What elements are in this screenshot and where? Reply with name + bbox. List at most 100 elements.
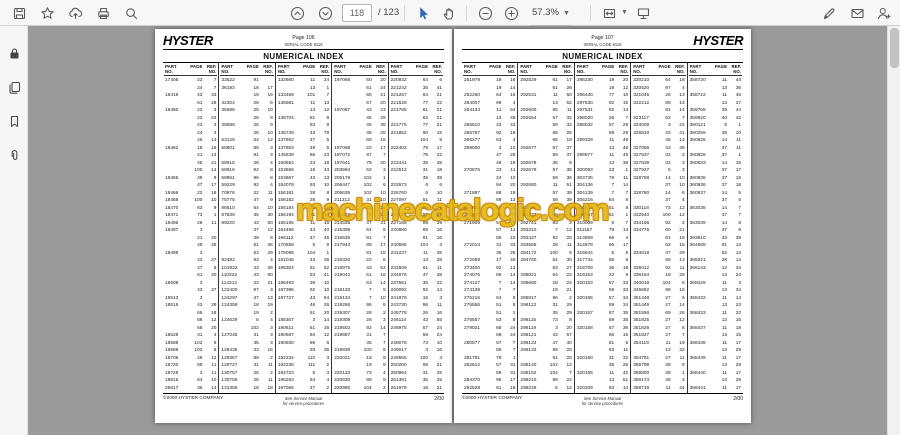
zoom-level-select[interactable]: 57.3% ▼ (530, 0, 572, 26)
page-no-cell: 43 (253, 273, 259, 278)
ref-no-cell: 15 (380, 250, 386, 256)
header-line: PAGE (545, 63, 558, 69)
table-row: 13 36 (689, 85, 742, 93)
page-no-cell: 18 (309, 168, 316, 173)
table-row: 292600 85 11 (519, 107, 572, 115)
page-no-cell: 27 (665, 303, 671, 308)
index-column-group: PART NO. PAGE REF. NO. 33522 91 36193 18 17 19 15 42… (218, 62, 274, 393)
find-button[interactable] (120, 3, 142, 23)
fit-width-button[interactable] (598, 3, 620, 23)
part-no-cell: 269000 (464, 145, 481, 151)
chevron-down-icon[interactable]: ▼ (621, 9, 628, 16)
ref-no-cell: 1 (213, 213, 217, 218)
part-no-cell (464, 115, 487, 123)
ref-no-cell: 5 (270, 100, 273, 106)
ref-no-cell: 11 (267, 363, 273, 368)
attachments-panel-button[interactable] (0, 138, 28, 172)
table-row: 219307 28 2 (333, 310, 386, 318)
table-row: 217943 89 17 (333, 242, 386, 250)
part-no-cell (221, 130, 244, 138)
page-no-cell: 19 (197, 145, 203, 151)
ref-no-cell: 11 (437, 265, 443, 271)
part-no-cell: 18589 (165, 348, 179, 353)
revision-label: 2/00 (434, 396, 444, 402)
ref-no-cell: 19 (510, 160, 516, 166)
ref-no-cell: 4 (681, 85, 685, 91)
page-no-cell: 92 (665, 265, 671, 271)
print-button[interactable] (92, 3, 114, 23)
ref-no-cell: 24 (566, 280, 572, 286)
hand-tool-button[interactable] (438, 3, 460, 23)
zoom-out-button[interactable] (474, 3, 496, 23)
page-no-cell: 59 (552, 198, 558, 203)
ref-no-cell: 10 (267, 108, 273, 113)
page-no-cell: 101 (307, 93, 316, 98)
ref-no-cell: 43 (323, 168, 330, 173)
page-no-cell: 11 (609, 138, 615, 143)
fill-sign-button[interactable] (818, 3, 840, 23)
vertical-scrollbar[interactable] (887, 26, 900, 435)
page-no-cell: 36 (422, 280, 429, 286)
zoom-in-button[interactable] (500, 3, 522, 23)
table-row: 187386 92 10 (277, 287, 330, 295)
part-no-cell (520, 310, 543, 318)
part-no-cell: 18508 (165, 280, 179, 286)
table-row: 18465 39 9 (164, 175, 217, 183)
account-button[interactable] (872, 3, 894, 23)
page-no-cell: 43 (366, 265, 372, 271)
table-row: 13 28 (390, 257, 443, 265)
select-tool-button[interactable] (412, 3, 434, 23)
page-number-input[interactable]: 118 (342, 4, 372, 22)
table-row: 232509 61 11 (390, 265, 443, 273)
ref-no-cell: 2 (382, 385, 386, 391)
reading-mode-button[interactable] (632, 3, 654, 23)
save-button[interactable] (8, 3, 30, 23)
table-row: 319153 22 9 (576, 272, 629, 280)
part-no-cell: 358719 (633, 385, 650, 391)
bookmarks-panel-button[interactable] (0, 104, 28, 138)
part-no-cell: 92482 (221, 258, 235, 263)
page-no-cell: 28 (552, 243, 558, 248)
page-no-cell: 28 (309, 198, 316, 203)
ref-no-cell: 20 (211, 325, 217, 331)
page-no-cell: 13 (608, 160, 615, 166)
part-no-cell: 271909 (464, 220, 481, 226)
document-viewport[interactable]: HYSTER Page 106 SERIAL CODE 8116 NUMERIC… (28, 26, 887, 435)
ref-no-cell: 14 (622, 183, 629, 188)
part-no-cell: 363038 (689, 205, 706, 211)
page-no-cell: 61 (552, 85, 558, 91)
page-no-cell: 11 (665, 340, 671, 346)
table-row: 178096 104 1 (277, 250, 330, 258)
table-row: 360833 14 15 (689, 160, 742, 168)
send-file-button[interactable] (846, 3, 868, 23)
table-row: 13 46 (576, 145, 629, 153)
page-no-cell: 91 (552, 355, 558, 361)
page-no-cell: 6 (256, 318, 259, 323)
page-no-cell: 14 (665, 190, 671, 196)
next-page-button[interactable] (314, 3, 336, 23)
column-rows: 220932 64 6 221242 35 41 221267 64 21 221628 77 22 2… (390, 76, 443, 393)
page-thumbnails-button[interactable] (0, 70, 28, 104)
page-no-cell: 43 (197, 303, 203, 308)
ref-no-cell: 16 (323, 325, 330, 331)
ref-no-cell: 7 (738, 205, 742, 211)
table-row: 311157 79 14 (576, 227, 629, 235)
page-no-cell: 7 (611, 183, 615, 188)
part-no-cell: 156181 (277, 190, 294, 196)
scrollbar-thumb[interactable] (890, 28, 899, 68)
part-no-cell: 230685 (390, 243, 407, 248)
page-no-cell: 92 (608, 108, 615, 113)
table-row: 18497 3 (164, 227, 217, 235)
table-row: 297530 92 15 (576, 100, 629, 108)
star-button[interactable] (36, 3, 58, 23)
previous-page-button[interactable] (286, 3, 308, 23)
part-no-cell (334, 100, 357, 108)
ref-no-cell: 4 (512, 138, 516, 143)
share-button[interactable] (64, 3, 86, 23)
ref-no-cell: 7 (382, 153, 386, 158)
page-info: Page 107 SERIAL CODE 8116 (534, 34, 671, 47)
table-row: 91 20 (519, 355, 572, 363)
page-no-cell: 96 (608, 235, 615, 241)
table-row: 292733 69 8 (519, 212, 572, 220)
security-panel-button[interactable] (0, 36, 28, 70)
